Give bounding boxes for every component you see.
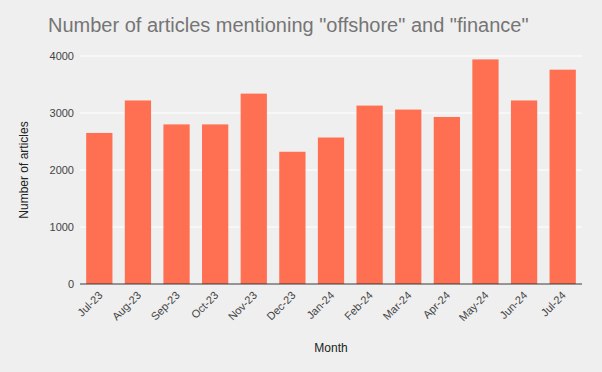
x-tick-label: Jan-24 <box>304 289 336 321</box>
y-axis-label: Number of articles <box>17 121 31 218</box>
bar <box>434 117 460 284</box>
bar <box>395 110 421 284</box>
x-axis-line <box>80 284 582 285</box>
x-axis-label: Month <box>314 341 347 355</box>
x-tick-label: May-24 <box>456 289 490 323</box>
grid-line <box>80 113 582 114</box>
x-tick-label: Feb-24 <box>342 289 375 322</box>
bar <box>279 152 305 284</box>
bar <box>163 124 189 284</box>
bar <box>550 70 576 284</box>
bar <box>356 106 382 284</box>
grid-line <box>80 284 582 285</box>
y-tick-label: 2000 <box>50 164 74 176</box>
y-tick-label: 4000 <box>50 50 74 62</box>
x-tick-label: Apr-24 <box>420 289 452 321</box>
bar <box>202 124 228 284</box>
x-tick-label: Mar-24 <box>381 289 414 322</box>
x-tick-label: Jun-24 <box>497 289 529 321</box>
y-tick-label: 0 <box>68 278 74 290</box>
bar <box>125 100 151 284</box>
bar <box>86 133 112 284</box>
x-tick-label: Jul-24 <box>538 289 568 319</box>
y-tick-label: 3000 <box>50 107 74 119</box>
title: Number of articles mentioning "offshore"… <box>48 14 529 36</box>
bar <box>318 138 344 284</box>
background <box>0 0 602 372</box>
x-tick-label: Sep-23 <box>148 289 182 323</box>
x-tick-label: Nov-23 <box>226 289 260 323</box>
x-tick-label: Dec-23 <box>264 289 298 323</box>
grid-line <box>80 56 582 57</box>
bars <box>86 59 576 284</box>
x-tick-label: Aug-23 <box>110 289 144 323</box>
y-tick-label: 1000 <box>50 221 74 233</box>
x-tick-label: Oct-23 <box>189 289 221 321</box>
bar <box>472 59 498 284</box>
bar <box>241 94 267 284</box>
bar <box>511 100 537 284</box>
x-tick-label: Jul-23 <box>75 289 105 319</box>
